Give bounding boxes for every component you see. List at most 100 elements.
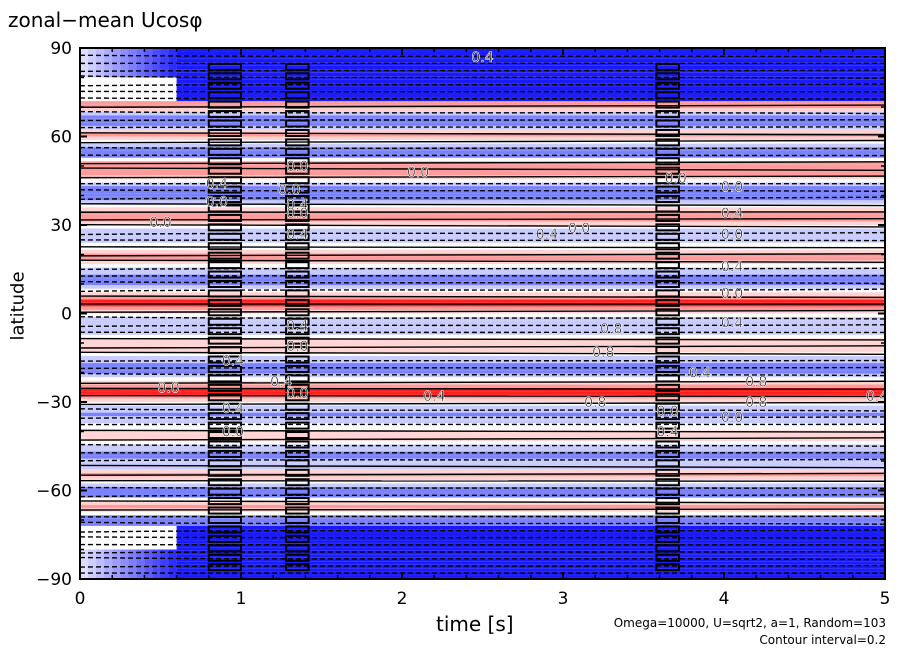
contour-label: 0.0 [721, 286, 743, 302]
contour-line [80, 443, 885, 447]
contour-cluster [655, 336, 680, 345]
shaded-band [80, 221, 885, 225]
contour-line [80, 146, 885, 150]
contour-cluster [207, 383, 243, 392]
polar-fade [168, 549, 177, 579]
contour-cluster [207, 185, 243, 194]
contour-line [80, 75, 885, 79]
contour-cluster [655, 110, 680, 119]
x-tick-label: 5 [880, 589, 891, 609]
shaded-band [80, 193, 885, 197]
contour-cluster [285, 440, 310, 449]
shaded-band [80, 235, 885, 240]
contour-cluster [207, 251, 243, 260]
contour-cluster [207, 478, 243, 487]
contour-cluster [655, 280, 680, 288]
contour-line [80, 104, 885, 108]
contour-line [80, 295, 885, 299]
contour-cluster [285, 251, 310, 260]
contour-cluster [285, 195, 310, 204]
contour-line [80, 394, 885, 398]
polar-fade [120, 549, 129, 579]
contour-line [80, 231, 885, 236]
contour-label: 0.4 [423, 389, 445, 405]
polar-fade [144, 549, 153, 579]
contour-label: 0.4 [270, 374, 292, 390]
shaded-band [80, 122, 885, 126]
contour-cluster [285, 213, 310, 222]
contour-cluster [207, 534, 243, 543]
contour-cluster [285, 147, 310, 156]
contour-cluster [655, 393, 680, 402]
contour-cluster [655, 223, 680, 232]
contour-line [80, 83, 885, 87]
y-tick-label: 30 [50, 216, 72, 236]
contour-cluster [285, 176, 310, 185]
contour-cluster [285, 327, 310, 336]
contour-label: 0.0 [286, 386, 308, 402]
shaded-band [80, 433, 885, 438]
contour-cluster [285, 497, 310, 506]
contour-cluster [207, 497, 243, 506]
contour-cluster [207, 308, 243, 317]
shaded-band [80, 398, 885, 402]
shaded-band [80, 327, 885, 332]
contour-cluster [207, 487, 243, 496]
contour-line [80, 274, 885, 277]
contour-cluster [655, 440, 680, 449]
contour-cluster [655, 128, 680, 137]
contour-cluster [207, 270, 243, 279]
contour-cluster [285, 204, 310, 213]
contour-cluster [207, 506, 243, 515]
contour-line [80, 556, 885, 561]
contour-line [80, 529, 885, 533]
contour-line [80, 126, 885, 129]
contour-line [80, 69, 885, 73]
polar-fade [136, 549, 145, 579]
contour-cluster [285, 72, 310, 81]
contour-cluster [655, 166, 680, 175]
shaded-band [176, 94, 885, 98]
x-axis-label: time [s] [436, 612, 514, 636]
shaded-band [80, 295, 885, 300]
shaded-band [80, 278, 885, 282]
contour-cluster [655, 563, 680, 572]
contour-cluster [655, 449, 680, 458]
shaded-band [80, 465, 885, 470]
contour-line [80, 508, 885, 511]
shaded-band [80, 260, 885, 264]
shaded-band [80, 387, 885, 392]
shaded-band [176, 86, 885, 91]
contour-cluster [207, 176, 243, 185]
shaded-band [80, 373, 885, 378]
x-tick-label: 2 [397, 589, 408, 609]
contour-cluster [655, 506, 680, 515]
shaded-band [80, 200, 885, 204]
shaded-band [80, 115, 885, 119]
shaded-band [176, 532, 885, 537]
polar-fade [96, 549, 105, 579]
contour-line [80, 224, 885, 228]
contour-cluster [285, 525, 310, 534]
x-tick-label: 3 [558, 589, 569, 609]
contour-cluster [285, 431, 310, 440]
contour-label: 0.4 [206, 177, 228, 193]
contour-cluster [285, 402, 310, 411]
contour-cluster [285, 336, 310, 345]
contour-cluster [207, 355, 243, 364]
shaded-band [80, 405, 885, 410]
shaded-band [80, 292, 885, 296]
contour-cluster [285, 412, 310, 421]
shaded-band [176, 58, 885, 63]
contour-cluster [655, 327, 680, 336]
contour-cluster [207, 100, 243, 109]
contour-cluster [285, 232, 310, 241]
shaded-band [176, 554, 885, 558]
contour-cluster [207, 110, 243, 119]
contour-cluster [207, 138, 243, 147]
contour-cluster [207, 119, 243, 128]
contour-line [80, 259, 885, 263]
contour-interval-note: Contour interval=0.2 [759, 633, 886, 647]
contour-cluster [207, 327, 243, 336]
shaded-band [80, 132, 885, 137]
